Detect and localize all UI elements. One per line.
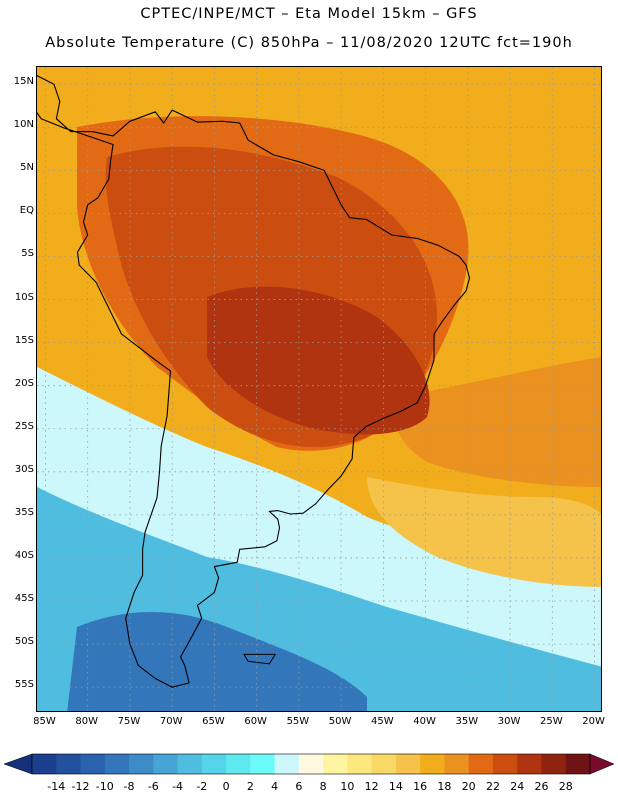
- colorbar-label: 28: [558, 780, 573, 793]
- lat-label-50s: 50S: [14, 636, 34, 648]
- zone-warm-core: [207, 286, 430, 435]
- zone-ocean-tropical: [393, 357, 601, 487]
- lat-label-40s: 40S: [14, 549, 34, 561]
- colorbar-label: -4: [172, 780, 184, 793]
- zone-subtropical-ocean: [367, 477, 601, 587]
- colorbar-label: -8: [123, 780, 135, 793]
- lon-label-60w: 60W: [244, 716, 267, 727]
- colorbar-label: -10: [95, 780, 114, 793]
- colorbar-label: -12: [71, 780, 90, 793]
- lon-label-85w: 85W: [33, 716, 56, 727]
- lon-label-50w: 50W: [328, 716, 352, 727]
- colorbar-bin: [420, 754, 445, 774]
- colorbar-label: 20: [461, 780, 476, 793]
- colorbar-bin: [371, 754, 397, 774]
- lat-label-15n: 15N: [13, 76, 34, 88]
- colorbar-label: -2: [196, 780, 208, 793]
- lon-label-40w: 40W: [413, 716, 436, 727]
- colorbar-bin: [541, 754, 567, 774]
- colorbar-label: 14: [388, 780, 403, 793]
- colorbar-label: 24: [510, 780, 525, 793]
- colorbar-bin: [32, 754, 57, 774]
- lon-label-75w: 75W: [117, 716, 141, 727]
- lon-label-70w: 70W: [159, 716, 183, 727]
- colorbar-label: 8: [319, 780, 327, 793]
- colorbar-label: 4: [271, 780, 279, 793]
- lon-label-65w: 65W: [202, 716, 225, 727]
- colorbar-bin: [177, 754, 203, 774]
- colorbar-bin: [492, 754, 518, 774]
- colorbar-label: 2: [246, 780, 254, 793]
- colorbar-bin: [129, 754, 154, 774]
- colorbar-label: 18: [437, 780, 452, 793]
- colorbar-bin: [323, 754, 348, 774]
- colorbar-bin: [395, 754, 421, 774]
- lat-label-eq: EQ: [19, 205, 34, 217]
- lat-label-30s: 30S: [14, 463, 34, 475]
- lon-label-30w: 30W: [497, 716, 521, 727]
- lon-label-80w: 80W: [75, 716, 98, 727]
- south-america-coastline: [37, 75, 471, 688]
- map-canvas: [37, 67, 601, 711]
- colorbar-label: 22: [485, 780, 500, 793]
- lat-label-10s: 10S: [14, 291, 34, 303]
- colorbar-bin: [104, 754, 130, 774]
- chart-title-line1: CPTEC/INPE/MCT – Eta Model 15km – GFS: [140, 6, 478, 22]
- coastlines: [37, 75, 471, 688]
- colorbar-bin: [201, 754, 227, 774]
- lat-label-35s: 35S: [14, 506, 34, 518]
- colorbar-bin: [347, 754, 373, 774]
- colorbar-label: -14: [47, 780, 66, 793]
- colorbar-right-arrow: [589, 753, 615, 775]
- colorbar-label: 6: [295, 780, 303, 793]
- lat-label-5n: 5N: [20, 162, 34, 174]
- lon-label-20w: 20W: [582, 716, 605, 727]
- lon-label-45w: 45W: [371, 716, 394, 727]
- colorbar-bin: [298, 754, 324, 774]
- lon-label-25w: 25W: [540, 716, 563, 727]
- temperature-map: [36, 66, 602, 712]
- lat-label-10n: 10N: [13, 119, 34, 131]
- chart-title-line2: Absolute Temperature (C) 850hPa – 11/08/…: [45, 35, 573, 51]
- colorbar-label: 0: [222, 780, 230, 793]
- zone-patagonia-cold: [67, 612, 367, 711]
- colorbar-bin: [56, 754, 81, 774]
- colorbar-bin: [80, 754, 106, 774]
- colorbar-bin: [250, 754, 276, 774]
- colorbar-bin: [226, 754, 251, 774]
- colorbar-bin: [153, 754, 178, 774]
- lat-label-20s: 20S: [14, 377, 34, 389]
- colorbar-bin: [274, 754, 300, 774]
- colorbar-label: 16: [413, 780, 428, 793]
- colorbar-label: -6: [147, 780, 159, 793]
- lat-label-55s: 55S: [14, 679, 34, 691]
- island-outline: [243, 653, 277, 665]
- colorbar-bin: [468, 754, 494, 774]
- lon-label-35w: 35W: [455, 716, 479, 727]
- colorbar-bin: [444, 754, 470, 774]
- lat-label-25s: 25S: [14, 420, 34, 432]
- colorbar-bin: [565, 754, 591, 774]
- lat-label-5s: 5S: [21, 248, 34, 260]
- colorbar-label: 10: [340, 780, 355, 793]
- lon-label-55w: 55W: [286, 716, 310, 727]
- color-scale-bar: [3, 753, 615, 775]
- colorbar-label: 12: [364, 780, 379, 793]
- temperature-field: [37, 116, 601, 711]
- lat-label-45s: 45S: [14, 593, 34, 605]
- colorbar-label: 26: [534, 780, 549, 793]
- colorbar-left-arrow: [3, 753, 33, 775]
- lat-label-15s: 15S: [14, 334, 34, 346]
- colorbar-bin: [517, 754, 542, 774]
